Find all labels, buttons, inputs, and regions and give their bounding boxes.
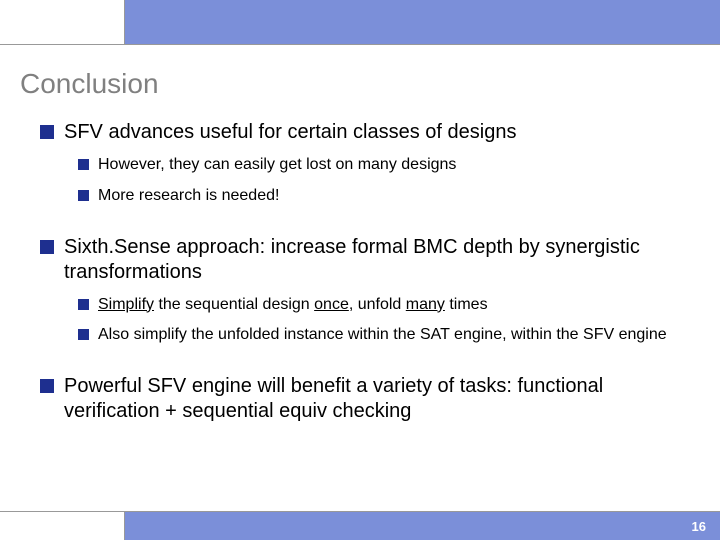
bullet-text: However, they can easily get lost on man… <box>98 155 456 176</box>
bullet-marker <box>78 190 89 201</box>
underlined-word: once <box>314 296 349 313</box>
bullet-marker <box>78 159 89 170</box>
bullet-text: Sixth.Sense approach: increase formal BM… <box>64 235 690 285</box>
bullet-level1: Powerful SFV engine will benefit a varie… <box>40 374 690 424</box>
bullet-level2: Also simplify the unfolded instance with… <box>78 325 690 346</box>
footer-separator-v <box>124 512 125 540</box>
text-span: the sequential design <box>154 296 314 313</box>
text-span: times <box>445 296 488 313</box>
underlined-word: Simplify <box>98 296 154 313</box>
bullet-text: SFV advances useful for certain classes … <box>64 120 516 145</box>
bullet-text: Simplify the sequential design once, unf… <box>98 295 488 316</box>
underlined-word: many <box>406 296 445 313</box>
bullet-marker <box>78 299 89 310</box>
bullet-level1: Sixth.Sense approach: increase formal BM… <box>40 235 690 285</box>
slide-content: SFV advances useful for certain classes … <box>40 120 690 434</box>
bullet-text: Also simplify the unfolded instance with… <box>98 325 667 346</box>
footer-bar <box>0 512 720 540</box>
bullet-marker <box>40 379 54 393</box>
page-number: 16 <box>692 519 706 534</box>
bullet-text: Powerful SFV engine will benefit a varie… <box>64 374 690 424</box>
slide-title: Conclusion <box>20 68 159 100</box>
bullet-marker <box>40 240 54 254</box>
bullet-level2: More research is needed! <box>78 186 690 207</box>
header-bar <box>0 0 720 44</box>
bullet-level1: SFV advances useful for certain classes … <box>40 120 690 145</box>
bullet-level2: However, they can easily get lost on man… <box>78 155 690 176</box>
bullet-level2: Simplify the sequential design once, unf… <box>78 295 690 316</box>
header-separator-v <box>124 0 125 44</box>
header-separator-h <box>0 44 720 45</box>
bullet-marker <box>40 125 54 139</box>
bullet-marker <box>78 329 89 340</box>
bullet-text: More research is needed! <box>98 186 279 207</box>
text-span: , unfold <box>349 296 406 313</box>
